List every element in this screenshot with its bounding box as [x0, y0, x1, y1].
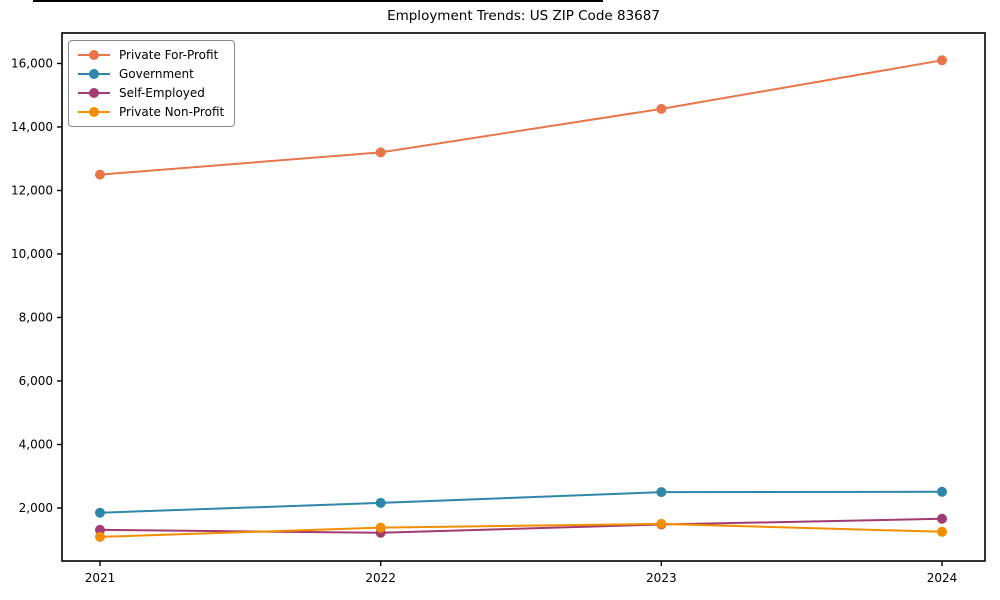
plot-frame [61, 32, 986, 562]
x-axis-tick-label: 2021 [85, 571, 116, 585]
legend: Private For-Profit Government Self-Employe… [68, 40, 236, 127]
y-axis-tick-label: 16,000 [11, 56, 53, 70]
legend-label: Self-Employed [119, 86, 205, 100]
legend-item-private-non-profit: Private Non-Profit [78, 105, 224, 119]
y-axis-tick-label: 8,000 [19, 310, 53, 324]
legend-label: Private For-Profit [119, 48, 219, 62]
data-point-marker [95, 531, 105, 542]
y-axis-tick-label: 10,000 [11, 247, 53, 261]
data-point-marker [937, 513, 947, 524]
data-point-marker [375, 522, 386, 533]
data-point-marker [937, 486, 947, 497]
data-point-marker [656, 103, 667, 114]
series-line-private-for-profit [99, 59, 943, 176]
legend-label: Government [119, 67, 194, 81]
data-point-marker [95, 524, 105, 535]
legend-item-self-employed: Self-Employed [78, 86, 224, 100]
legend-marker-icon [78, 107, 110, 118]
chart-title: Employment Trends: US ZIP Code 83687 [387, 8, 660, 24]
legend-marker-icon [78, 69, 110, 80]
window-edge-artifact [33, 0, 603, 2]
y-axis-tick-label: 6,000 [19, 374, 53, 388]
data-point-marker [95, 169, 105, 180]
x-axis-tick-label: 2023 [646, 571, 677, 585]
y-axis-tick-label: 2,000 [19, 501, 53, 515]
legend-item-government: Government [78, 67, 224, 81]
y-axis-tick-label: 4,000 [19, 437, 53, 451]
y-axis-tick-label: 12,000 [11, 183, 53, 197]
data-point-marker [95, 507, 105, 518]
y-axis-tick-label: 14,000 [11, 120, 53, 134]
x-axis-tick-label: 2024 [927, 571, 958, 585]
data-point-marker [937, 55, 947, 66]
data-point-marker [656, 487, 667, 498]
data-point-marker [375, 497, 386, 508]
legend-marker-icon [78, 88, 110, 99]
data-point-marker [937, 526, 947, 537]
series-line-private-non-profit [99, 522, 943, 538]
x-axis-tick-label: 2022 [365, 571, 396, 585]
data-point-marker [375, 147, 386, 158]
legend-label: Private Non-Profit [119, 105, 225, 119]
legend-marker-icon [78, 50, 110, 61]
data-point-marker [656, 518, 667, 529]
legend-item-private-for-profit: Private For-Profit [78, 48, 224, 62]
series-line-government [99, 490, 943, 514]
